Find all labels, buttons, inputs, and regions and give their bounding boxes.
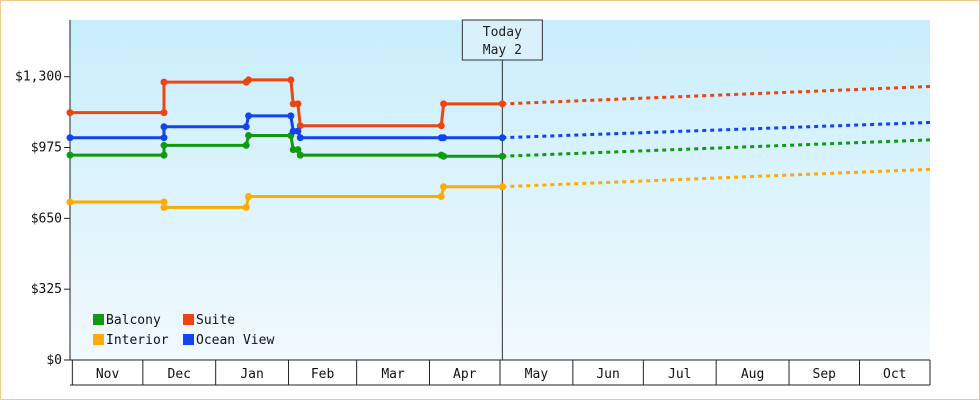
data-point [294, 146, 302, 154]
data-point [287, 76, 295, 84]
data-point [294, 100, 302, 108]
data-point [66, 151, 74, 159]
legend-label: Interior [106, 333, 169, 348]
legend-swatch [93, 314, 104, 325]
x-axis: Nov Dec Jan Feb Mar Apr May Jun Jul Aug Sep Oct [70, 359, 931, 386]
series-lines [66, 76, 931, 211]
legend-item-interior: Interior [93, 333, 169, 348]
x-tick-label: Oct [883, 367, 906, 382]
data-point [242, 123, 250, 131]
legend-item-ocean-view: Ocean View [183, 333, 274, 348]
y-tick-label: $975 [31, 141, 62, 156]
x-tick-label: Dec [168, 367, 191, 382]
data-point [160, 78, 168, 86]
today-label: Today [483, 25, 522, 40]
data-point [66, 109, 74, 117]
x-tick-label: May [525, 367, 549, 382]
series-suite [66, 76, 931, 130]
data-point [66, 134, 74, 142]
x-tick-label: Aug [741, 367, 764, 382]
data-point [296, 151, 304, 159]
data-point [296, 134, 304, 142]
data-point [160, 203, 168, 211]
legend-item-suite: Suite [183, 313, 235, 328]
x-tick-label: Mar [381, 367, 405, 382]
data-point [440, 100, 448, 108]
series-interior [66, 167, 931, 211]
series-ocean-view [66, 112, 931, 142]
data-point [242, 141, 250, 149]
x-tick-label: Sep [813, 367, 837, 382]
data-point [160, 141, 168, 149]
y-axis: $0 $325 $650 $975 $1,300 [15, 20, 71, 368]
today-marker: Today May 2 [461, 19, 543, 360]
data-point [66, 198, 74, 206]
data-point [160, 134, 168, 142]
data-point [296, 122, 304, 130]
x-tick-label: Jun [596, 367, 619, 382]
data-point [245, 76, 253, 84]
data-point [160, 198, 168, 206]
legend-label: Suite [196, 313, 235, 328]
data-point [245, 193, 253, 201]
data-point [242, 203, 250, 211]
x-tick-label: Jan [240, 367, 263, 382]
y-tick-label: $325 [31, 282, 62, 297]
legend-label: Ocean View [196, 333, 274, 348]
x-tick-label: Feb [311, 367, 335, 382]
legend: Balcony Suite Interior Ocean View [93, 313, 274, 348]
data-point [440, 134, 448, 142]
data-point [245, 132, 253, 140]
y-tick-label: $650 [31, 211, 62, 226]
plot-area [70, 20, 930, 360]
data-point [160, 123, 168, 131]
today-label-box [461, 19, 543, 61]
data-point [160, 151, 168, 159]
legend-swatch [93, 334, 104, 345]
data-point [440, 152, 448, 160]
data-point [160, 109, 168, 117]
legend-swatch [183, 334, 194, 345]
today-date: May 2 [483, 43, 522, 58]
data-point [287, 112, 295, 120]
data-point [294, 127, 302, 135]
series-balcony [66, 132, 931, 160]
legend-label: Balcony [106, 313, 161, 328]
data-point [437, 193, 445, 201]
x-tick-label: Jul [668, 367, 691, 382]
series-line [70, 78, 503, 128]
x-tick-label: Apr [453, 367, 477, 382]
legend-item-balcony: Balcony [93, 313, 161, 328]
y-tick-label: $1,300 [15, 70, 62, 85]
data-point [245, 112, 253, 120]
x-tick-label: Nov [96, 367, 120, 382]
y-tick-label: $0 [46, 353, 62, 368]
legend-swatch [183, 314, 194, 325]
data-point [437, 122, 445, 130]
data-point [440, 183, 448, 191]
